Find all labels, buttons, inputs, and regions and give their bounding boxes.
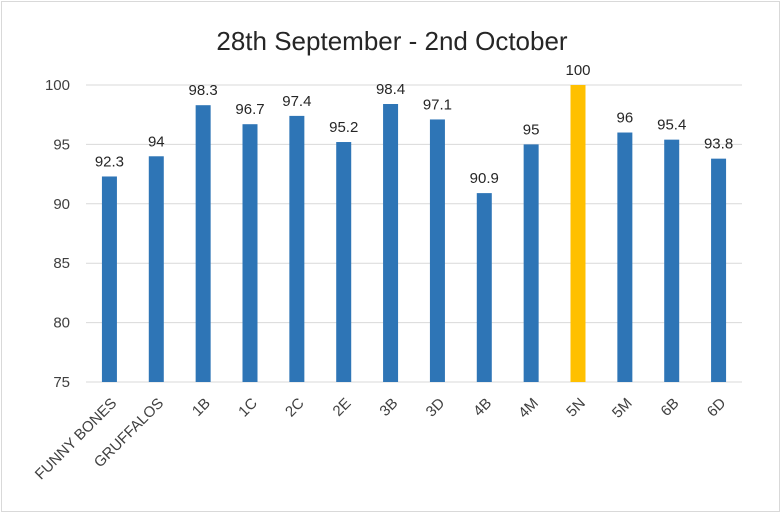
bar-3b — [383, 104, 399, 383]
bars — [101, 85, 727, 383]
data-label: 98.3 — [189, 82, 218, 99]
y-axis-ticks: 75 80 85 90 95 100 — [45, 77, 70, 391]
y-tick-label: 100 — [45, 77, 70, 94]
x-tick-label: 2C — [282, 395, 308, 421]
x-tick-label: 6D — [704, 395, 730, 421]
data-label: 94 — [148, 133, 165, 150]
bar-5m — [617, 132, 633, 382]
bar-3d — [429, 119, 445, 383]
y-tick-label: 80 — [53, 315, 70, 332]
data-label: 96.7 — [235, 101, 264, 118]
data-label: 95 — [523, 121, 540, 138]
bar-funny-bones — [101, 176, 117, 382]
x-tick-label: 6B — [658, 395, 683, 420]
data-label: 98.4 — [376, 81, 405, 98]
x-tick-label: FUNNY BONES — [32, 395, 120, 483]
y-tick-label: 75 — [53, 374, 70, 391]
bar-1c — [242, 124, 258, 382]
x-tick-label: 3D — [423, 395, 449, 421]
data-label: 95.4 — [657, 117, 686, 134]
chart-title: 28th September - 2nd October — [216, 26, 568, 56]
x-tick-label: 3B — [376, 395, 401, 420]
y-tick-label: 90 — [53, 196, 70, 213]
x-tick-label: 5M — [609, 395, 636, 422]
x-tick-label: 4M — [515, 395, 542, 422]
bar-5n — [570, 85, 586, 382]
y-tick-label: 85 — [53, 255, 70, 272]
bar-2c — [289, 115, 305, 382]
data-label: 93.8 — [704, 136, 733, 153]
x-tick-label: 1C — [235, 395, 261, 421]
data-label: 90.9 — [470, 170, 499, 187]
data-label: 96 — [617, 110, 634, 127]
bar-2e — [336, 142, 352, 382]
bar-6d — [711, 158, 727, 382]
bar-4b — [476, 193, 492, 382]
x-tick-label: 2E — [330, 395, 355, 420]
x-tick-label: 4B — [470, 395, 495, 420]
bar-6b — [664, 139, 680, 382]
data-label: 92.3 — [95, 153, 124, 170]
bar-4m — [523, 144, 539, 382]
y-tick-label: 95 — [53, 136, 70, 153]
data-label: 97.4 — [282, 93, 311, 110]
bar-1b — [195, 105, 211, 383]
data-label: 100 — [565, 62, 590, 79]
data-label: 95.2 — [329, 119, 358, 136]
bar-gruffalos — [148, 156, 164, 382]
data-labels: 92.3 94 98.3 96.7 97.4 95.2 98.4 97.1 90.9 95 100 9… — [95, 62, 733, 187]
data-label: 97.1 — [423, 96, 452, 113]
gridlines — [86, 84, 742, 383]
x-tick-label: 1B — [189, 395, 214, 420]
x-tick-label: 5N — [563, 395, 589, 421]
